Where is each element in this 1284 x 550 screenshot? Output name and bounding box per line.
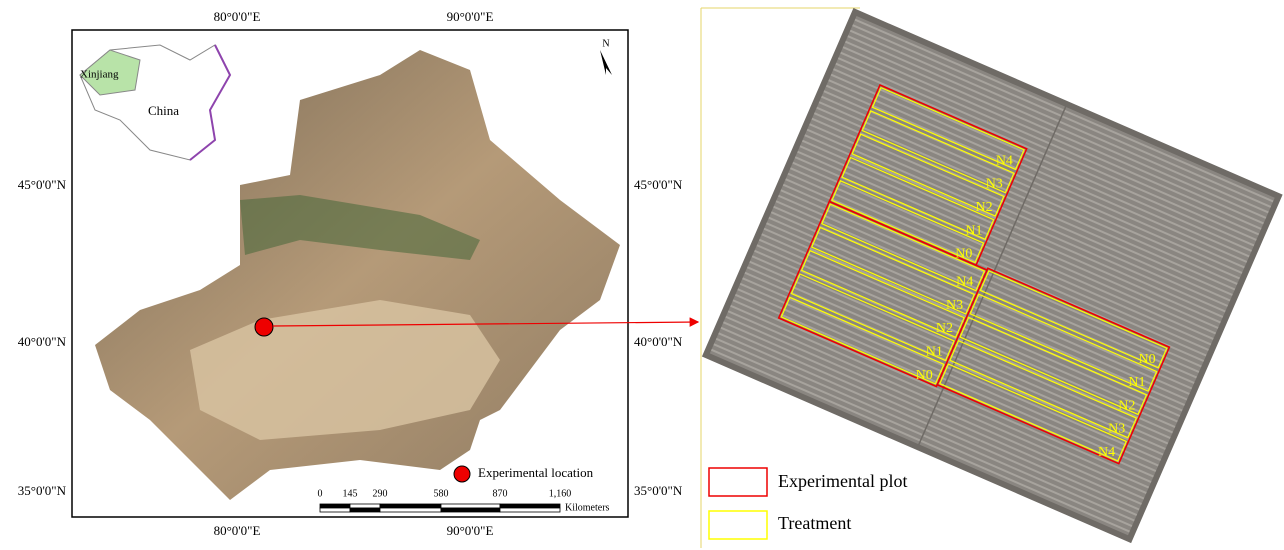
treatment-label: N2 — [936, 321, 953, 336]
lon-label: 90°0'0"E — [447, 523, 494, 538]
treatment-label: N2 — [1118, 398, 1135, 413]
scale-tick: 1,160 — [549, 488, 572, 499]
scale-unit: Kilometers — [565, 502, 610, 513]
field-image — [706, 12, 1279, 539]
scale-segment — [320, 504, 350, 508]
treatment-label: N0 — [916, 368, 933, 383]
treatment-label: N1 — [965, 223, 982, 238]
scale-segment — [350, 504, 380, 508]
scale-tick: 870 — [493, 488, 508, 499]
lat-label: 35°0'0"N — [634, 483, 683, 498]
legend-dot — [454, 466, 470, 482]
lon-label: 90°0'0"E — [447, 9, 494, 24]
treatment-label: N3 — [946, 298, 963, 313]
lat-label: 45°0'0"N — [18, 177, 67, 192]
scale-segment — [500, 508, 560, 512]
north-label: N — [602, 38, 609, 49]
scale-tick: 145 — [343, 488, 358, 499]
scale-tick: 0 — [318, 488, 323, 499]
scale-tick: 580 — [434, 488, 449, 499]
treatment-label: N0 — [1139, 352, 1156, 367]
treatment-label: N0 — [955, 247, 972, 262]
inset-region: Xinjiang — [80, 69, 119, 81]
figure: Xinjiang China N Experimental location 0… — [0, 0, 1284, 550]
scale-segment — [380, 504, 441, 508]
treatment-label: N4 — [1098, 445, 1115, 460]
inset-country: China — [148, 103, 179, 118]
legend-swatch — [709, 468, 767, 496]
scale-segment — [320, 508, 350, 512]
legend-label: Experimental plot — [778, 471, 907, 491]
field-panel: N4 N3 N2 N1 N0 N4 N3 N2 N1 N0 N0 N1 N2 N3 N4 Experimen… — [701, 8, 1279, 548]
scale-segment — [350, 508, 380, 512]
lat-label: 40°0'0"N — [18, 334, 67, 349]
scale-segment — [380, 508, 441, 512]
lat-label: 45°0'0"N — [634, 177, 683, 192]
treatment-label: N2 — [976, 200, 993, 215]
scale-segment — [441, 508, 500, 512]
scale-tick: 290 — [373, 488, 388, 499]
lat-label: 35°0'0"N — [18, 483, 67, 498]
treatment-label: N3 — [986, 177, 1003, 192]
scale-segment — [441, 504, 500, 508]
treatment-label: N3 — [1108, 422, 1125, 437]
treatment-label: N4 — [996, 153, 1013, 168]
lat-label: 40°0'0"N — [634, 334, 683, 349]
site-dot — [255, 318, 273, 336]
legend-label: Experimental location — [478, 465, 594, 480]
treatment-label: N4 — [956, 275, 973, 290]
lon-label: 80°0'0"E — [214, 9, 261, 24]
legend-label: Treatment — [778, 513, 851, 533]
legend-swatch — [709, 511, 767, 539]
map-panel: Xinjiang China N Experimental location 0… — [18, 9, 698, 538]
treatment-label: N1 — [926, 345, 943, 360]
scale-segment — [500, 504, 560, 508]
treatment-label: N1 — [1128, 375, 1145, 390]
lon-label: 80°0'0"E — [214, 523, 261, 538]
